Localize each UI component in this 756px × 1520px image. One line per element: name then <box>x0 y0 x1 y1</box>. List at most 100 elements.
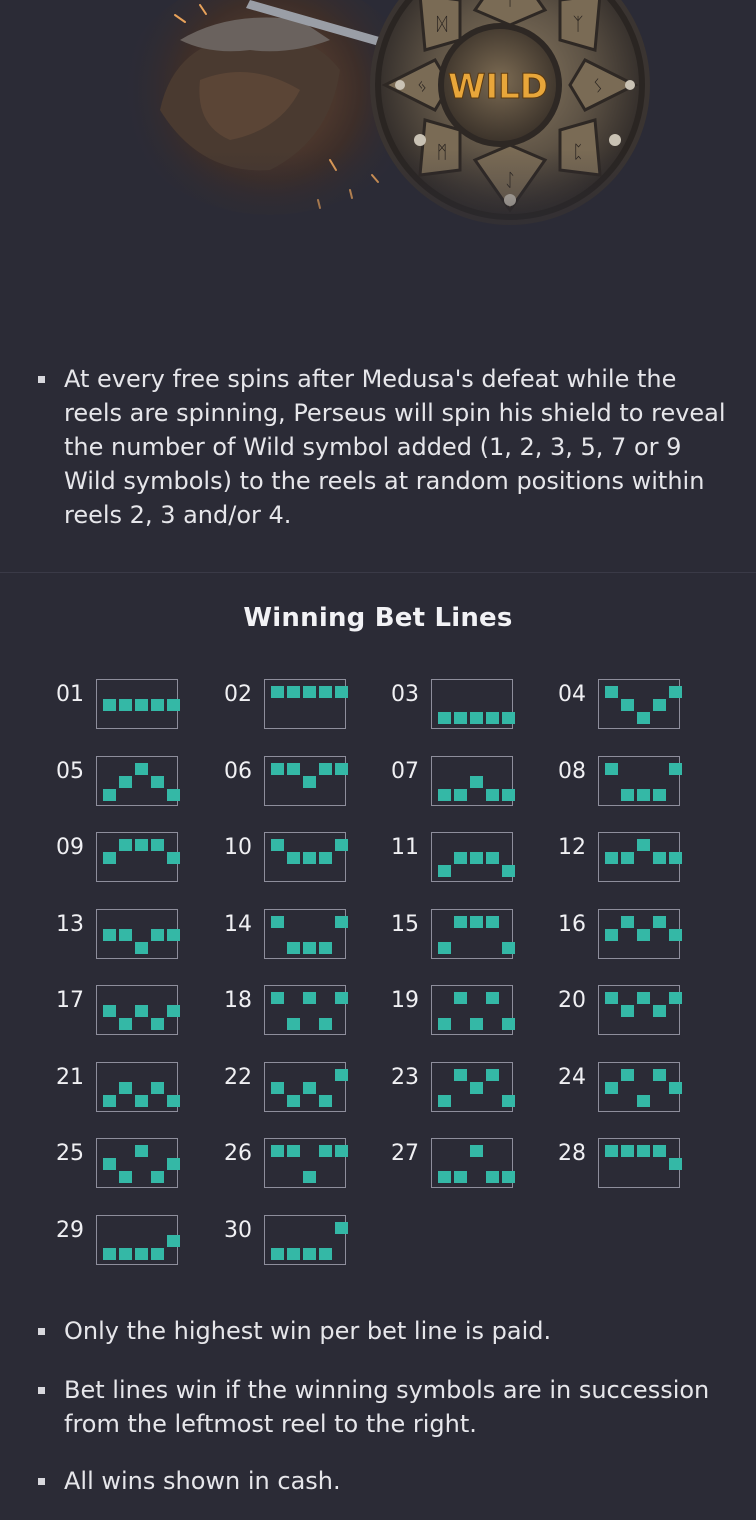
bet-line-cell <box>319 1248 332 1260</box>
bet-line-number: 11 <box>391 835 419 860</box>
bet-line-number: 23 <box>391 1065 419 1090</box>
bet-line-16: 16 <box>558 909 728 969</box>
rune-7: ᛃ <box>417 76 428 97</box>
bet-line-18: 18 <box>224 985 394 1045</box>
bet-line-pattern-box <box>598 1138 682 1188</box>
bet-line-cell <box>486 712 499 724</box>
bet-line-cell <box>605 1082 618 1094</box>
bet-line-number: 27 <box>391 1141 419 1166</box>
bet-line-cell <box>502 1095 515 1107</box>
bet-line-cell <box>335 839 348 851</box>
bet-line-number: 19 <box>391 988 419 1013</box>
bet-line-number: 14 <box>224 912 252 937</box>
bet-line-cell <box>151 699 164 711</box>
bet-line-15: 15 <box>391 909 561 969</box>
bet-line-cell <box>335 1222 348 1234</box>
bet-line-number: 13 <box>56 912 84 937</box>
bet-line-pattern-box <box>431 1062 515 1112</box>
bet-line-cell <box>271 916 284 928</box>
bet-line-cell <box>119 699 132 711</box>
bet-line-cell <box>438 1095 451 1107</box>
bet-line-03: 03 <box>391 679 561 739</box>
bet-line-cell <box>151 929 164 941</box>
bet-line-cell <box>151 1082 164 1094</box>
bet-line-cell <box>637 929 650 941</box>
bet-line-cell <box>103 789 116 801</box>
bet-line-number: 08 <box>558 759 586 784</box>
bet-line-cell <box>621 789 634 801</box>
footer-bullet-text: All wins shown in cash. <box>64 1467 341 1495</box>
bet-line-cell <box>119 1248 132 1260</box>
bet-line-cell <box>486 1171 499 1183</box>
bet-line-12: 12 <box>558 832 728 892</box>
bet-line-10: 10 <box>224 832 394 892</box>
rune-2: ᛉ <box>573 14 584 35</box>
bet-line-cell <box>438 942 451 954</box>
bet-line-cell <box>502 712 515 724</box>
bet-line-cell <box>669 686 682 698</box>
bet-line-cell <box>502 865 515 877</box>
bet-line-pattern-box <box>264 756 348 806</box>
bet-line-cell <box>167 929 180 941</box>
bet-line-cell <box>287 686 300 698</box>
free-spins-info-bullet: At every free spins after Medusa's defea… <box>38 362 728 532</box>
bet-line-cell <box>167 852 180 864</box>
bet-line-30: 30 <box>224 1215 394 1275</box>
bet-line-cell <box>319 1018 332 1030</box>
bet-line-cell <box>486 1069 499 1081</box>
bet-line-number: 10 <box>224 835 252 860</box>
bet-line-cell <box>470 712 483 724</box>
bet-line-cell <box>669 1158 682 1170</box>
bet-line-number: 18 <box>224 988 252 1013</box>
bet-line-pattern-box <box>264 909 348 959</box>
footer-bullet-3: All wins shown in cash. <box>38 1464 728 1498</box>
bet-line-06: 06 <box>224 756 394 816</box>
bet-line-number: 09 <box>56 835 84 860</box>
bet-line-cell <box>103 1095 116 1107</box>
bet-line-cell <box>454 1171 467 1183</box>
bet-line-cell <box>653 789 666 801</box>
bullet-square-icon <box>38 1387 45 1394</box>
bet-line-08: 08 <box>558 756 728 816</box>
bet-line-number: 21 <box>56 1065 84 1090</box>
bet-line-number: 03 <box>391 682 419 707</box>
bet-line-cell <box>287 1018 300 1030</box>
bet-line-23: 23 <box>391 1062 561 1122</box>
bet-line-11: 11 <box>391 832 561 892</box>
bet-line-cell <box>135 699 148 711</box>
bet-line-cell <box>438 789 451 801</box>
bet-line-04: 04 <box>558 679 728 739</box>
bet-line-pattern-box <box>431 756 515 806</box>
bullet-square-icon <box>38 1478 45 1485</box>
bet-line-cell <box>605 992 618 1004</box>
bet-line-number: 17 <box>56 988 84 1013</box>
bet-line-cell <box>319 686 332 698</box>
bet-line-pattern-box <box>96 1138 180 1188</box>
bet-line-cell <box>271 686 284 698</box>
bet-line-cell <box>335 1069 348 1081</box>
bet-line-cell <box>103 852 116 864</box>
bet-line-cell <box>454 992 467 1004</box>
section-title: Winning Bet Lines <box>243 603 513 633</box>
bet-line-cell <box>167 699 180 711</box>
bet-line-cell <box>502 1018 515 1030</box>
bet-line-pattern-box <box>598 832 682 882</box>
bet-line-02: 02 <box>224 679 394 739</box>
bet-line-number: 04 <box>558 682 586 707</box>
bet-line-cell <box>135 1095 148 1107</box>
bet-line-cell <box>486 789 499 801</box>
bet-line-number: 16 <box>558 912 586 937</box>
bet-line-cell <box>287 763 300 775</box>
bet-line-cell <box>103 699 116 711</box>
bet-line-number: 01 <box>56 682 84 707</box>
bet-line-cell <box>502 1171 515 1183</box>
rune-1: ᛏ <box>505 0 516 10</box>
bet-line-cell <box>271 1248 284 1260</box>
bet-line-pattern-box <box>96 679 180 729</box>
bet-line-cell <box>287 1095 300 1107</box>
bet-line-cell <box>167 1095 180 1107</box>
footer-bullet-2: Bet lines win if the winning symbols are… <box>38 1373 728 1441</box>
bet-line-cell <box>653 1069 666 1081</box>
bet-line-cell <box>637 1145 650 1157</box>
bet-line-cell <box>438 712 451 724</box>
